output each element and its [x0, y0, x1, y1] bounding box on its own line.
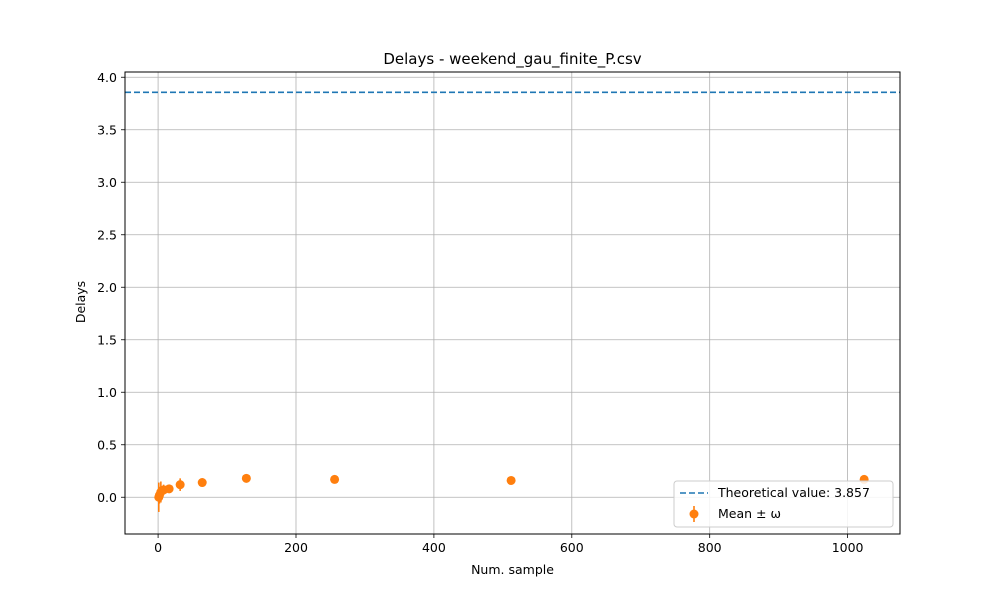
legend-marker-icon	[689, 509, 699, 519]
y-ticks: 0.0 0.5 1.0 1.5 2.0 2.5 3.0 3.5 4.0	[97, 70, 125, 505]
y-tick-label: 2.5	[97, 227, 117, 242]
y-tick-label: 2.0	[97, 280, 117, 295]
data-point	[164, 484, 174, 494]
legend-label-theoretical: Theoretical value: 3.857	[717, 485, 870, 500]
x-tick-label: 1000	[832, 540, 864, 555]
y-tick-label: 1.0	[97, 385, 117, 400]
x-tick-label: 400	[422, 540, 446, 555]
axes-frame	[124, 71, 901, 535]
x-tick-label: 0	[154, 540, 162, 555]
data-points-layer	[154, 473, 869, 512]
y-tick-label: 0.5	[97, 437, 117, 452]
legend-label-mean: Mean ± ω	[718, 506, 781, 521]
chart-title: Delays - weekend_gau_finite_P.csv	[383, 50, 641, 69]
y-tick-label: 0.0	[97, 490, 117, 505]
y-axis-label: Delays	[73, 281, 88, 323]
data-point	[197, 478, 207, 488]
data-point	[330, 474, 340, 484]
y-tick-label: 1.5	[97, 332, 117, 347]
x-axis-label: Num. sample	[471, 562, 554, 577]
y-tick-label: 3.0	[97, 175, 117, 190]
y-tick-label: 3.5	[97, 122, 117, 137]
data-point	[241, 473, 251, 483]
legend-box	[673, 480, 894, 528]
y-tick-label: 4.0	[97, 70, 117, 85]
x-tick-label: 200	[284, 540, 308, 555]
data-point	[175, 480, 185, 490]
data-point	[506, 475, 516, 485]
x-ticks: 0 200 400 600 800 1000	[154, 534, 864, 555]
x-tick-label: 800	[698, 540, 722, 555]
grid	[125, 72, 900, 534]
x-tick-label: 600	[560, 540, 584, 555]
legend: Theoretical value: 3.857 Mean ± ω	[673, 480, 894, 528]
